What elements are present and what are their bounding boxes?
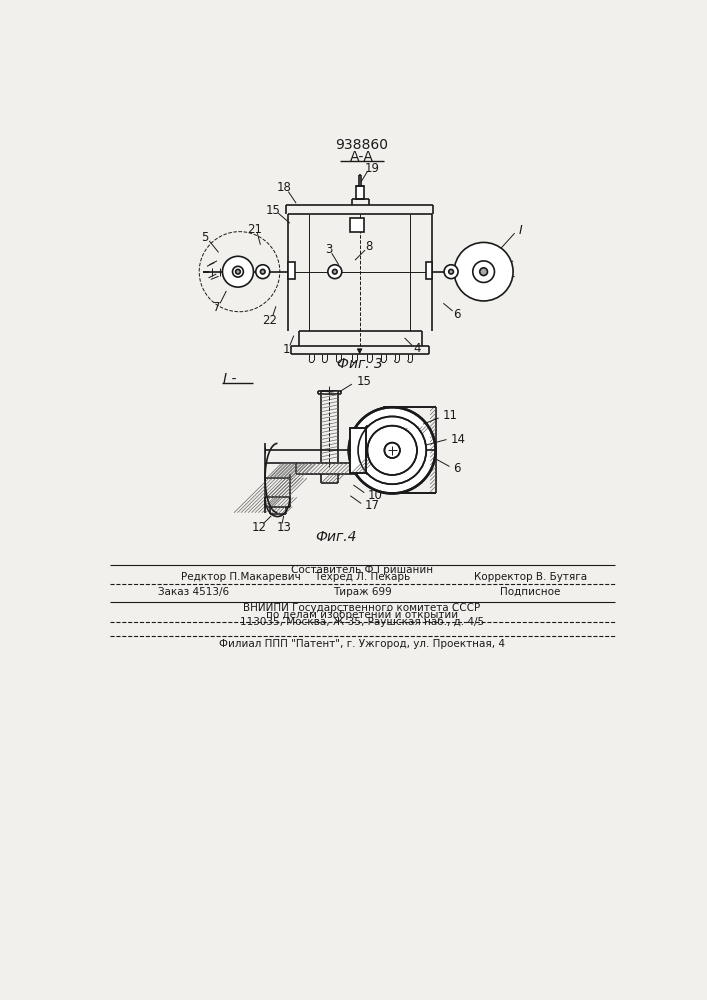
Text: А-А: А-А xyxy=(350,150,374,164)
Bar xyxy=(288,262,296,279)
Text: Филиал ППП "Патент", г. Ужгород, ул. Проектная, 4: Филиал ППП "Патент", г. Ужгород, ул. Про… xyxy=(219,639,505,649)
Text: Фиг. 3: Фиг. 3 xyxy=(337,357,382,371)
Circle shape xyxy=(260,269,265,274)
Text: 7: 7 xyxy=(213,301,220,314)
Text: 6: 6 xyxy=(453,462,461,475)
Bar xyxy=(356,186,363,199)
Circle shape xyxy=(449,269,453,274)
Text: 5: 5 xyxy=(201,231,209,244)
Text: 10: 10 xyxy=(368,489,383,502)
Text: 8: 8 xyxy=(366,240,373,253)
Text: ВНИИПИ Государственного комитета СССР: ВНИИПИ Государственного комитета СССР xyxy=(243,603,481,613)
Circle shape xyxy=(223,256,253,287)
Text: 13: 13 xyxy=(276,521,291,534)
Text: Фиг.4: Фиг.4 xyxy=(315,530,357,544)
Text: I: I xyxy=(518,224,522,237)
Text: Подписное: Подписное xyxy=(500,587,561,597)
Bar xyxy=(426,262,433,279)
Text: Корректор В. Бутяга: Корректор В. Бутяга xyxy=(474,572,587,582)
Text: 18: 18 xyxy=(276,181,291,194)
Circle shape xyxy=(332,269,337,274)
Circle shape xyxy=(444,265,458,279)
Text: I -: I - xyxy=(223,372,237,386)
Text: 1: 1 xyxy=(283,343,291,356)
Text: 6: 6 xyxy=(452,308,460,321)
Text: 12: 12 xyxy=(252,521,267,534)
Text: 15: 15 xyxy=(356,375,371,388)
Circle shape xyxy=(480,268,488,276)
Text: 14: 14 xyxy=(450,433,465,446)
Text: 22: 22 xyxy=(262,314,277,327)
Text: 11: 11 xyxy=(443,409,457,422)
Text: 938860: 938860 xyxy=(335,138,388,152)
Text: Редктор П.Макаревич: Редктор П.Макаревич xyxy=(182,572,301,582)
Text: 15: 15 xyxy=(266,204,281,217)
Circle shape xyxy=(454,242,513,301)
Text: 17: 17 xyxy=(365,499,380,512)
Circle shape xyxy=(256,265,270,279)
Text: 21: 21 xyxy=(247,223,262,236)
Text: 19: 19 xyxy=(365,162,380,175)
Text: 113035, Москва, Ж-35, Раушская наб., д. 4/5: 113035, Москва, Ж-35, Раушская наб., д. … xyxy=(240,617,484,627)
Text: 3: 3 xyxy=(325,243,332,256)
Text: Составитель Ф.Гришанин: Составитель Ф.Гришанин xyxy=(291,565,433,575)
Text: Заказ 4513/6: Заказ 4513/6 xyxy=(158,587,229,597)
Text: Техред Л. Пекарь: Техред Л. Пекарь xyxy=(314,572,410,582)
Circle shape xyxy=(473,261,494,282)
Bar xyxy=(351,218,364,232)
Bar xyxy=(351,428,366,473)
Circle shape xyxy=(358,416,426,484)
Circle shape xyxy=(368,426,417,475)
Text: Тираж 699: Тираж 699 xyxy=(332,587,392,597)
Circle shape xyxy=(235,269,240,274)
Circle shape xyxy=(233,266,243,277)
Circle shape xyxy=(349,407,436,493)
Circle shape xyxy=(385,443,400,458)
Text: по делам изобретений и открытий: по делам изобретений и открытий xyxy=(266,610,458,620)
Text: 4: 4 xyxy=(413,342,421,355)
Bar xyxy=(351,428,366,473)
Circle shape xyxy=(328,265,341,279)
